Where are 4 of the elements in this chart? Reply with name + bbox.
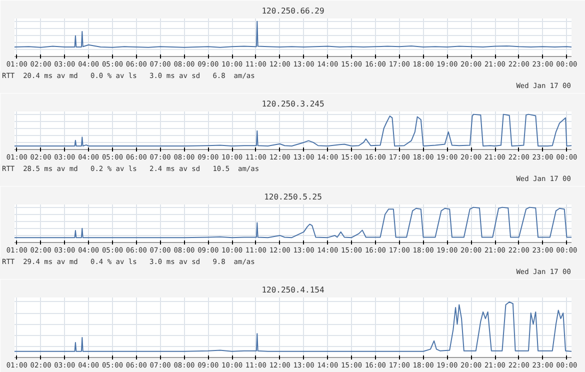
chart-title: 120.250.5.25 [264,192,322,202]
chart-title: 120.250.4.154 [262,286,324,294]
chart-title: 120.250.66.29 [262,6,324,16]
chart-title: 120.250.3.245 [262,100,324,108]
